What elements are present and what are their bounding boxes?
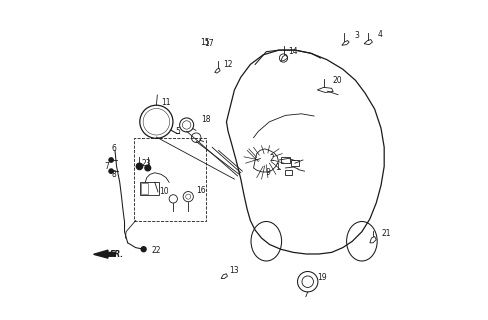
Text: 23: 23	[142, 159, 151, 168]
Text: 8: 8	[111, 170, 116, 179]
Text: 11: 11	[161, 98, 171, 107]
Text: 15: 15	[200, 38, 210, 47]
Text: 4: 4	[377, 30, 382, 39]
Text: 14: 14	[288, 47, 298, 56]
Text: 6: 6	[111, 144, 116, 153]
Text: 20: 20	[333, 76, 342, 85]
Text: 21: 21	[382, 229, 391, 238]
Text: 18: 18	[201, 115, 210, 124]
Text: 16: 16	[196, 186, 206, 195]
Polygon shape	[94, 250, 115, 258]
Text: 19: 19	[317, 273, 327, 282]
Circle shape	[136, 163, 142, 170]
Text: 3: 3	[355, 31, 360, 40]
Text: 17: 17	[204, 39, 214, 48]
Circle shape	[141, 246, 147, 252]
Text: 13: 13	[229, 266, 239, 276]
Text: 5: 5	[175, 127, 180, 136]
Text: 1: 1	[275, 163, 280, 172]
Text: 7: 7	[105, 162, 110, 171]
Text: 2: 2	[269, 154, 274, 163]
Text: 10: 10	[159, 188, 168, 196]
Bar	[142, 183, 148, 194]
Circle shape	[108, 168, 114, 174]
Text: 9: 9	[265, 168, 270, 177]
Bar	[141, 182, 159, 195]
Circle shape	[145, 165, 151, 171]
Bar	[285, 170, 292, 175]
Circle shape	[108, 157, 114, 163]
Text: FR.: FR.	[110, 250, 124, 259]
Text: 22: 22	[152, 246, 161, 255]
Bar	[291, 160, 299, 166]
Text: 12: 12	[224, 60, 233, 69]
Bar	[281, 157, 290, 163]
